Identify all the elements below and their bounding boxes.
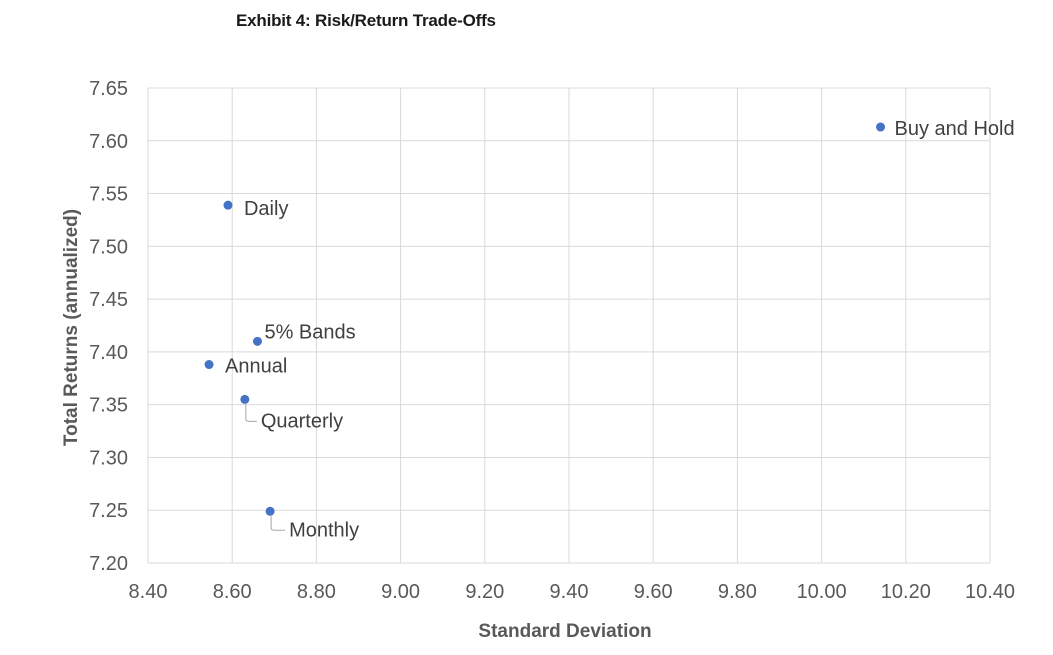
y-tick-label: 7.65 bbox=[89, 78, 128, 100]
scatter-point bbox=[265, 506, 275, 516]
x-tick-label: 8.40 bbox=[129, 581, 168, 603]
y-tick-label: 7.40 bbox=[89, 342, 128, 364]
x-tick-label: 8.60 bbox=[213, 581, 252, 603]
y-tick-label: 7.50 bbox=[89, 236, 128, 258]
scatter-point bbox=[252, 336, 262, 346]
x-tick-label: 9.20 bbox=[465, 581, 504, 603]
x-tick-label: 10.40 bbox=[965, 581, 1015, 603]
y-axis-title: Total Returns (annualized) bbox=[61, 209, 82, 446]
x-tick-label: 10.00 bbox=[797, 581, 847, 603]
x-tick-label: 9.00 bbox=[381, 581, 420, 603]
point-label: 5% Bands bbox=[264, 321, 355, 343]
point-label: Quarterly bbox=[261, 410, 343, 432]
scatter-point bbox=[204, 360, 214, 370]
x-tick-label: 10.20 bbox=[881, 581, 931, 603]
y-tick-label: 7.35 bbox=[89, 395, 128, 417]
x-axis-title: Standard Deviation bbox=[478, 621, 651, 642]
leader-line bbox=[270, 516, 286, 531]
y-tick-label: 7.60 bbox=[89, 131, 128, 153]
scatter-point bbox=[223, 200, 233, 210]
x-tick-label: 8.80 bbox=[297, 581, 336, 603]
x-tick-label: 9.40 bbox=[550, 581, 589, 603]
y-tick-label: 7.20 bbox=[89, 553, 128, 575]
point-label: Buy and Hold bbox=[895, 118, 1015, 140]
y-tick-label: 7.45 bbox=[89, 289, 128, 311]
y-tick-label: 7.25 bbox=[89, 500, 128, 522]
leader-line bbox=[245, 404, 257, 422]
point-label: Monthly bbox=[289, 519, 359, 541]
x-tick-label: 9.80 bbox=[718, 581, 757, 603]
point-label: Daily bbox=[244, 198, 288, 220]
x-tick-label: 9.60 bbox=[634, 581, 673, 603]
scatter-point bbox=[876, 122, 886, 132]
chart-title: Exhibit 4: Risk/Return Trade-Offs bbox=[236, 11, 496, 30]
y-tick-label: 7.55 bbox=[89, 184, 128, 206]
y-tick-label: 7.30 bbox=[89, 447, 128, 469]
scatter-point bbox=[240, 394, 250, 404]
point-label: Annual bbox=[225, 356, 287, 378]
